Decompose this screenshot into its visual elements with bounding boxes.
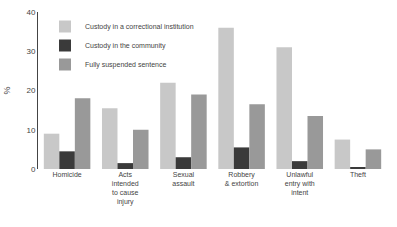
svg-text:30: 30 [26,47,35,56]
svg-text:Theft: Theft [350,171,366,178]
svg-text:20: 20 [26,86,35,95]
svg-text:0: 0 [31,165,36,174]
svg-text:Robbery& extortion: Robbery& extortion [225,171,259,187]
svg-text:Actsintendedto causeinjury: Actsintendedto causeinjury [112,171,139,206]
svg-text:Unlawfulentry withintent: Unlawfulentry withintent [285,171,315,196]
svg-text:Sexualassault: Sexualassault [172,171,194,187]
svg-text:Custody in a correctional inst: Custody in a correctional institution [85,23,194,31]
svg-text:Fully suspended sentence: Fully suspended sentence [85,61,166,69]
svg-text:Homicide: Homicide [52,171,81,178]
svg-text:40: 40 [26,8,35,17]
svg-text:%: % [2,86,12,94]
svg-text:Custody in the community: Custody in the community [85,42,166,50]
svg-text:10: 10 [26,126,35,135]
